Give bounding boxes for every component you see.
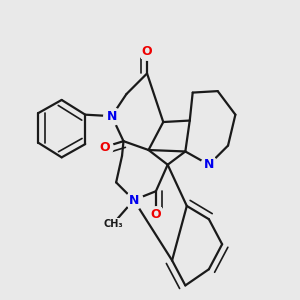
Text: N: N [106,110,117,123]
Text: O: O [142,45,152,58]
Text: N: N [204,158,214,171]
Text: CH₃: CH₃ [103,219,123,229]
Text: N: N [129,194,139,207]
Text: O: O [99,141,110,154]
Text: O: O [151,208,161,221]
